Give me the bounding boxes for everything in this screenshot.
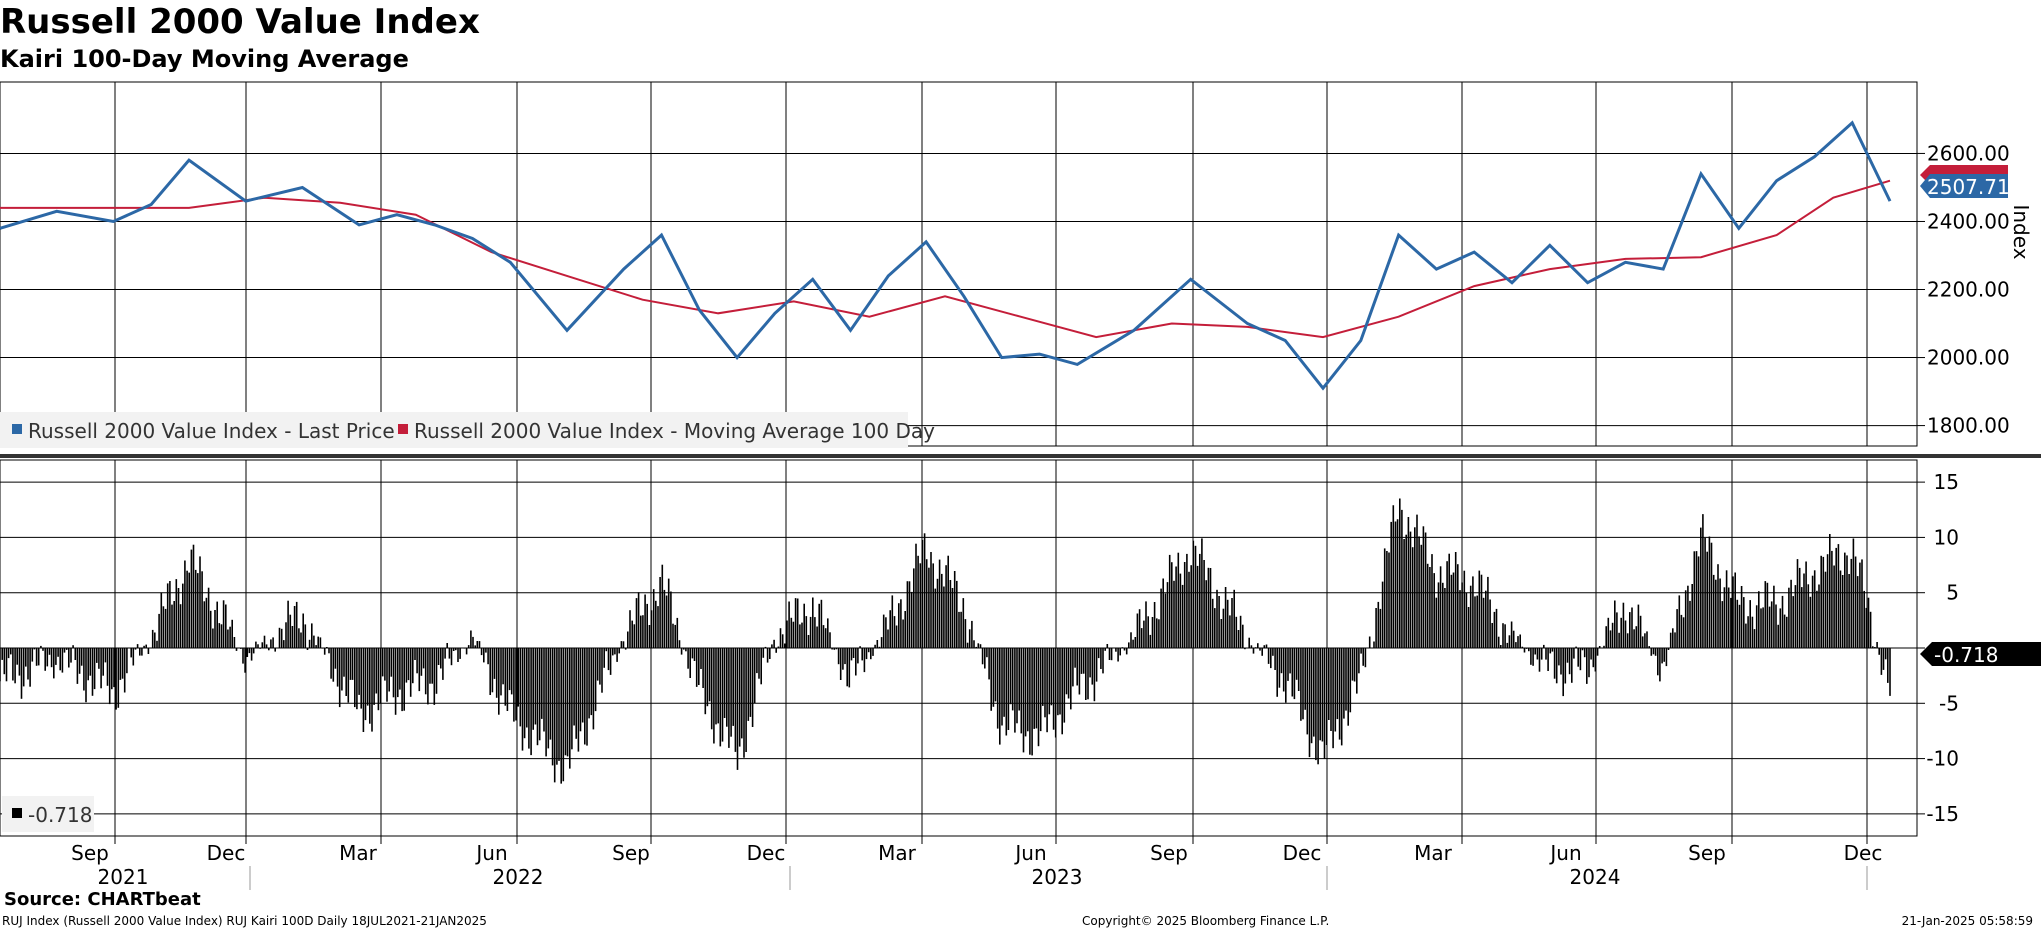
- x-tick-label: Jun: [1548, 841, 1581, 865]
- kairi-y-tick: 15: [1934, 470, 1959, 494]
- kairi-bars: [0, 498, 1891, 784]
- x-tick-label: Dec: [1283, 841, 1322, 865]
- x-tick-label: Sep: [1688, 841, 1726, 865]
- price-y-axis: 1800.00 2000.00 2200.00 2400.00 2600.00: [1917, 141, 2010, 438]
- price-grid: [0, 81, 1918, 447]
- source-label: Source: CHARTbeat: [4, 889, 201, 910]
- footer-details: RUJ Index (Russell 2000 Value Index) RUJ…: [2, 914, 487, 928]
- legend-swatch-price: [12, 424, 22, 434]
- x-tick-label: Jun: [474, 841, 507, 865]
- chart-title: Russell 2000 Value Index: [0, 2, 480, 42]
- x-tick-label: Mar: [878, 841, 917, 865]
- x-tick-label: Dec: [207, 841, 246, 865]
- kairi-legend: -0.718: [2, 796, 94, 832]
- last-price-label: 2507.71: [1927, 175, 2010, 199]
- legend-label-kairi: -0.718: [28, 803, 92, 827]
- price-legend: Russell 2000 Value Index - Last Price Ru…: [0, 412, 935, 448]
- x-tick-label: Sep: [612, 841, 650, 865]
- kairi-last-marker: -0.718: [1920, 642, 2041, 667]
- x-tick-label: Mar: [1414, 841, 1453, 865]
- kairi-panel: 15 10 5 -5 -10 -15 -0.718 -0.718: [0, 459, 2041, 837]
- kairi-y-tick: 5: [1946, 581, 1959, 605]
- x-axis: Sep Dec Mar Jun Sep Dec Mar Jun Sep Dec Mar Jun Sep D…: [71, 836, 1882, 890]
- price-y-tick: 2400.00: [1927, 209, 2010, 233]
- x-tick-label: Sep: [71, 841, 109, 865]
- legend-label-ma: Russell 2000 Value Index - Moving Averag…: [414, 419, 935, 443]
- year-label: 2024: [1570, 865, 1621, 889]
- kairi-y-tick: 10: [1934, 525, 1959, 549]
- kairi-last-label: -0.718: [1934, 643, 1998, 667]
- price-y-tick: 2600.00: [1927, 141, 2010, 165]
- year-label: 2022: [493, 865, 544, 889]
- legend-swatch-ma: [398, 424, 408, 434]
- footer-timestamp: 21-Jan-2025 05:58:59: [1901, 914, 2033, 928]
- x-tick-label: Jun: [1013, 841, 1046, 865]
- x-tick-label: Dec: [1844, 841, 1883, 865]
- kairi-y-tick: -15: [1926, 802, 1959, 826]
- chart-subtitle: Kairi 100-Day Moving Average: [0, 45, 409, 73]
- x-tick-label: Sep: [1150, 841, 1188, 865]
- legend-swatch-kairi: [12, 808, 22, 818]
- legend-label-price: Russell 2000 Value Index - Last Price: [28, 419, 395, 443]
- y-axis-title: Index: [2009, 204, 2033, 259]
- last-price-line: [0, 120, 1892, 391]
- kairi-y-tick: -10: [1926, 747, 1959, 771]
- year-label: 2023: [1032, 865, 1083, 889]
- price-y-tick: 2200.00: [1927, 278, 2010, 302]
- year-label: 2021: [98, 865, 149, 889]
- moving-average-line: [0, 179, 1891, 339]
- footer-copyright: Copyright© 2025 Bloomberg Finance L.P.: [1082, 914, 1330, 928]
- kairi-flag: [1920, 642, 2041, 666]
- kairi-y-tick: -5: [1939, 691, 1959, 715]
- price-y-tick: 2000.00: [1927, 346, 2010, 370]
- price-panel: 1800.00 2000.00 2200.00 2400.00 2600.00 Russ…: [0, 81, 2033, 448]
- kairi-y-axis: 15 10 5 -5 -10 -15: [1917, 470, 1959, 826]
- last-price-marker: 2507.71: [1920, 165, 2010, 199]
- x-tick-label: Mar: [339, 841, 378, 865]
- x-tick-label: Dec: [747, 841, 786, 865]
- price-flag: [1920, 174, 2008, 198]
- price-y-tick: 1800.00: [1927, 414, 2010, 438]
